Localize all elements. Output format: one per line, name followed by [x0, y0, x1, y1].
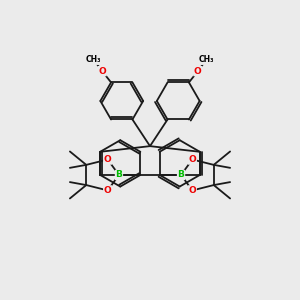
Text: O: O [188, 186, 196, 195]
Text: B: B [178, 170, 184, 179]
Text: O: O [188, 155, 196, 164]
Text: B: B [116, 170, 122, 179]
Text: CH₃: CH₃ [198, 55, 214, 64]
Text: O: O [194, 67, 202, 76]
Text: O: O [104, 155, 112, 164]
Text: O: O [98, 67, 106, 76]
Text: CH₃: CH₃ [86, 55, 102, 64]
Text: O: O [104, 186, 112, 195]
